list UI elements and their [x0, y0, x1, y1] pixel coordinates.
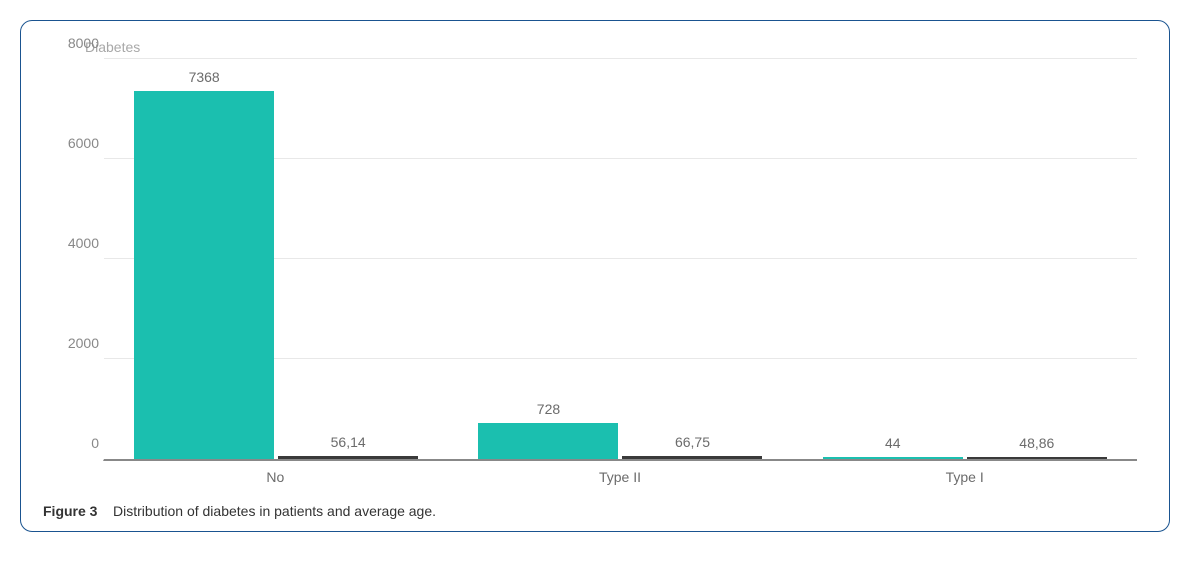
- x-axis-labels: NoType IIType I: [103, 469, 1137, 485]
- y-axis: 02000400060008000: [44, 59, 99, 459]
- bar-value-label: 48,86: [1019, 435, 1054, 451]
- y-tick-label: 2000: [44, 335, 99, 351]
- y-tick-label: 8000: [44, 35, 99, 51]
- figure-container: Diabetes 0 2000 4000 6000 8000 7368 56,14 728 6…: [20, 20, 1170, 532]
- chart-title: Diabetes: [85, 39, 1147, 55]
- bar-value-label: 728: [537, 401, 560, 417]
- bar-group: 7368 56,14: [104, 59, 448, 459]
- y-tick-label: 4000: [44, 235, 99, 251]
- plot-area: 7368 56,14 728 66,75 44 48,86: [104, 59, 1137, 459]
- bar-value-label: 66,75: [675, 434, 710, 450]
- bar-avg_age: 48,86: [967, 457, 1107, 459]
- bar-value-label: 7368: [189, 69, 220, 85]
- bar-value-label: 56,14: [331, 434, 366, 450]
- bar-value-label: 44: [885, 435, 901, 451]
- chart-plot: 02000400060008000 736856,1472866,754448,…: [103, 59, 1137, 461]
- bar-group: 44 48,86: [793, 59, 1137, 459]
- chart-area: Diabetes 02000400060008000 736856,147286…: [43, 39, 1147, 485]
- bar-avg_age: 66,75: [622, 456, 762, 459]
- x-tick-label: Type II: [448, 469, 793, 485]
- figure-caption: Figure 3 Distribution of diabetes in pat…: [43, 503, 1147, 519]
- caption-text: Distribution of diabetes in patients and…: [113, 503, 436, 519]
- bar-avg_age: 56,14: [278, 456, 418, 459]
- x-tick-label: No: [103, 469, 448, 485]
- y-tick-label: 6000: [44, 135, 99, 151]
- bar-count: 7368: [134, 91, 274, 459]
- bar-group: 728 66,75: [448, 59, 792, 459]
- x-tick-label: Type I: [792, 469, 1137, 485]
- caption-figure-label: Figure 3: [43, 503, 97, 519]
- bar-count: 728: [478, 423, 618, 459]
- bar-count: 44: [823, 457, 963, 459]
- y-tick-label: 0: [44, 435, 99, 451]
